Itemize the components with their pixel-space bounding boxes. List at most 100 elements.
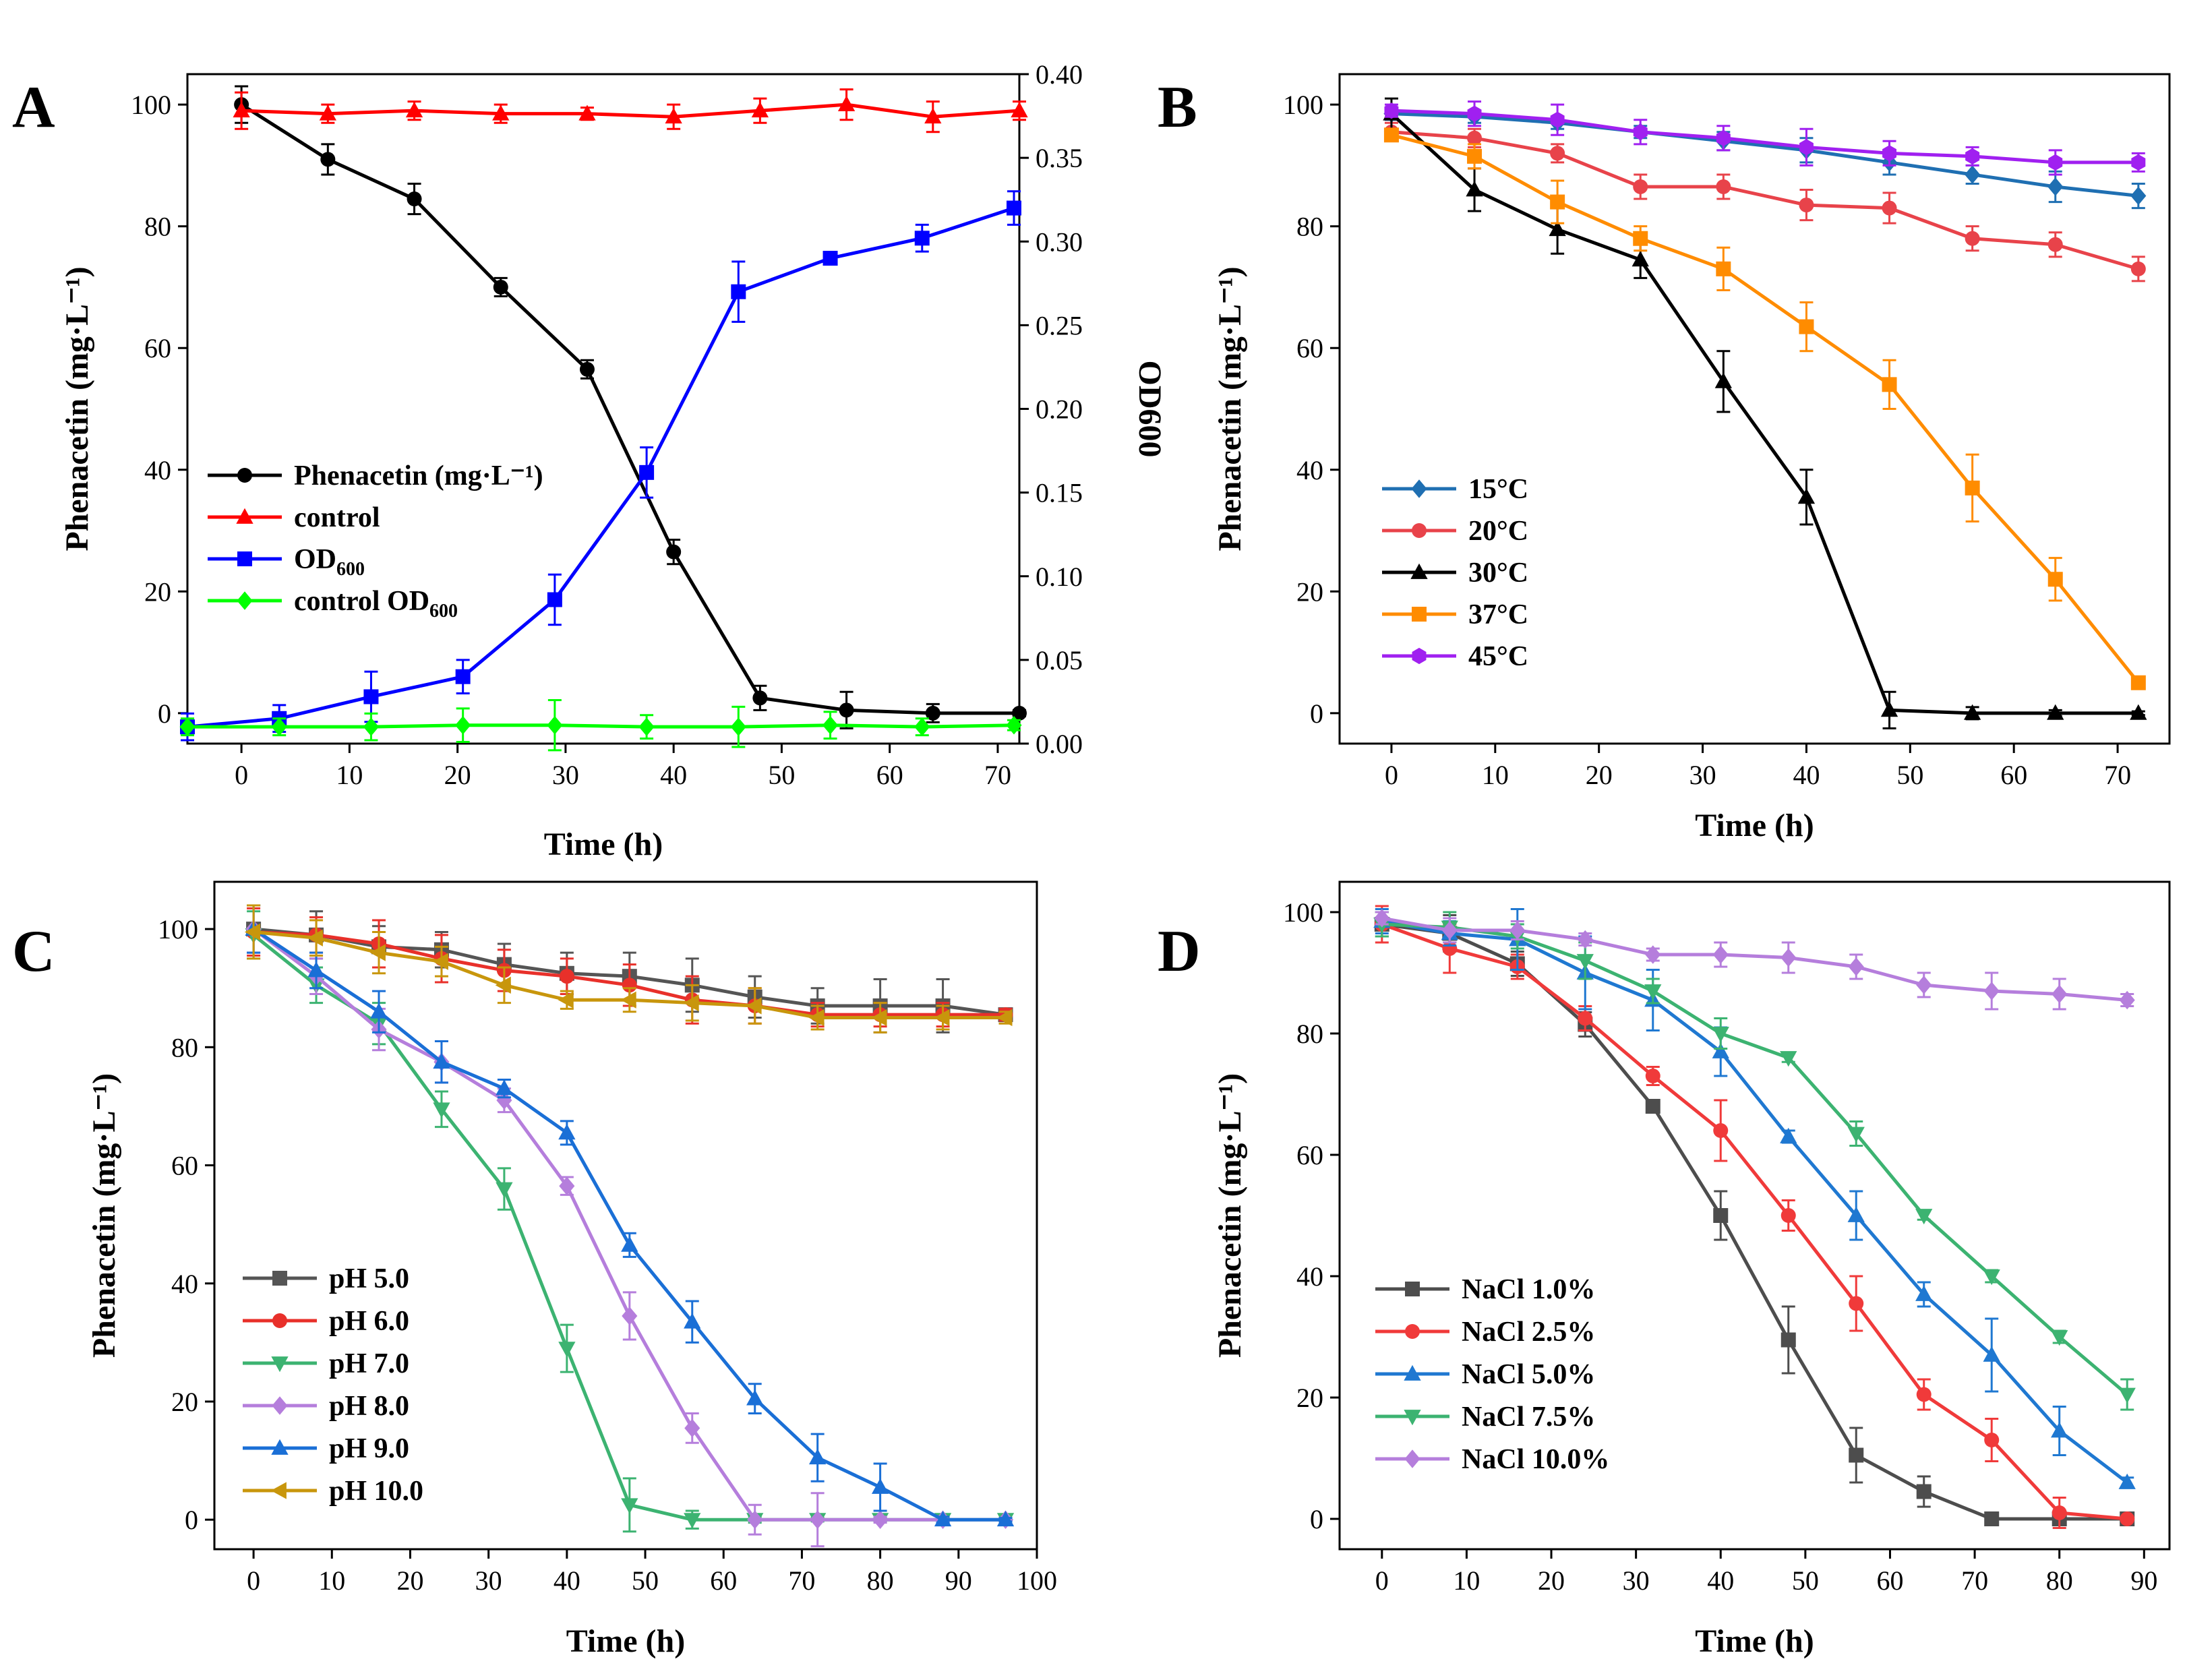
data-point [1983,1269,2000,1286]
series-30-c [1383,97,2147,729]
y2-tick-label: 0.25 [1036,310,1083,340]
x-tick-label: 90 [945,1565,972,1596]
series-line [1391,109,2138,164]
y-tick-label: 80 [1296,1019,1323,1049]
legend-item: 30°C [1382,558,1528,589]
x-tick-label: 10 [1453,1565,1480,1596]
data-point [730,717,746,736]
data-point [1716,261,1731,276]
x-tick-label: 50 [768,760,795,790]
legend-label: NaCl 10.0% [1462,1444,1609,1475]
data-point [1509,921,1526,940]
panel-c: C 0 10 20 30 40 50 60 70 80 90 100 0 20 40 60 80 100 Time … [12,880,1057,1659]
series-line [187,723,1015,729]
legend-label: 15°C [1468,474,1528,505]
legend-item: 20°C [1382,516,1528,547]
legend: 15°C 20°C 30°C 37°C 45°C [1382,474,1528,672]
data-point [1383,127,1399,143]
data-point [1780,1208,1796,1223]
y-tick-label: 20 [171,1387,198,1417]
y-tick-label: 80 [1296,212,1323,242]
y2-tick-label: 0.30 [1036,227,1083,257]
data-point [1713,1123,1729,1138]
data-point [2119,990,2135,1010]
data-point [1847,1206,1865,1222]
data-point [1576,954,1594,970]
data-point [2047,704,2064,720]
panel-d: D 0 10 20 30 40 50 60 70 80 90 0 20 40 60 80 100 Time (h)… [1158,880,2171,1659]
x-tick-label: 30 [552,760,579,790]
legend-item: NaCl 2.5% [1375,1317,1595,1348]
legend-label: OD600 [294,544,365,580]
legend-label: pH 5.0 [329,1263,409,1294]
series-phenacetin-mg-l [234,85,1027,729]
data-point [1916,976,1932,994]
legend-item: pH 6.0 [243,1306,409,1337]
legend-item: pH 7.0 [243,1348,409,1379]
data-point [1916,1484,1932,1499]
series-line [1391,112,2139,198]
y-tick-label: 0 [1310,698,1323,729]
data-point [1467,148,1483,164]
x-axis-title: Time (h) [544,827,663,862]
legend-item: pH 5.0 [243,1263,409,1294]
data-point [1633,123,1648,140]
data-point [638,717,655,736]
series-37-c [1383,127,2146,690]
x-tick-label: 20 [1538,1565,1565,1596]
y2-tick-label: 0.05 [1036,645,1083,676]
data-point [621,1236,638,1252]
data-point [746,1389,764,1406]
y-tick-label: 100 [1283,897,1323,928]
data-point [871,1009,887,1027]
legend-label: pH 7.0 [329,1348,409,1379]
series-nacl-10-0 [1374,909,2135,1011]
series-line [1391,130,2139,271]
x-tick-label: 30 [1689,760,1716,790]
data-point [1965,480,1980,496]
data-point [1780,1332,1796,1348]
data-point [746,997,762,1015]
legend-marker [237,591,253,610]
x-tick-label: 60 [2000,760,2027,790]
x-axis-title: Time (h) [566,1623,685,1659]
legend-label: 37°C [1468,599,1528,630]
legend-label: 20°C [1468,516,1528,547]
x-tick-label: 100 [1017,1565,1057,1596]
data-point [496,1079,513,1096]
y-tick-label: 100 [158,914,198,944]
x-tick-label: 30 [475,1565,502,1596]
data-point [996,1009,1013,1027]
x-tick-label: 50 [632,1565,659,1596]
data-point [1441,921,1458,940]
legend-marker [1412,607,1427,622]
x-tick-label: 80 [2046,1565,2073,1596]
data-point [1849,1447,1864,1463]
data-point [871,1478,889,1494]
panel-b: B 0 10 20 30 40 50 60 70 0 20 40 60 80 100 Time (h) Phen… [1158,73,2171,843]
data-point [1633,179,1648,195]
legend-marker [237,468,252,483]
data-point [405,101,423,118]
data-point [492,104,510,121]
data-point [1849,1296,1864,1311]
data-point [2130,261,2146,276]
y-tick-label: 60 [144,333,171,363]
y-tick-label: 0 [1310,1504,1323,1534]
legend-marker [1411,479,1427,498]
series-line [241,102,1020,119]
legend-item: 37°C [1382,599,1528,630]
x-tick-label: 40 [1707,1565,1734,1596]
legend-item: control OD600 [208,586,458,622]
data-point [1578,1011,1593,1026]
data-point [1466,181,1483,197]
series-line [1381,916,2128,1002]
data-point [455,715,471,735]
data-point [684,1513,701,1529]
x-tick-label: 0 [247,1565,260,1596]
data-point [558,1124,576,1140]
data-point [839,702,854,718]
x-tick-label: 10 [318,1565,345,1596]
legend-item: Phenacetin (mg·L⁻¹) [208,460,543,491]
data-point [1012,705,1027,721]
